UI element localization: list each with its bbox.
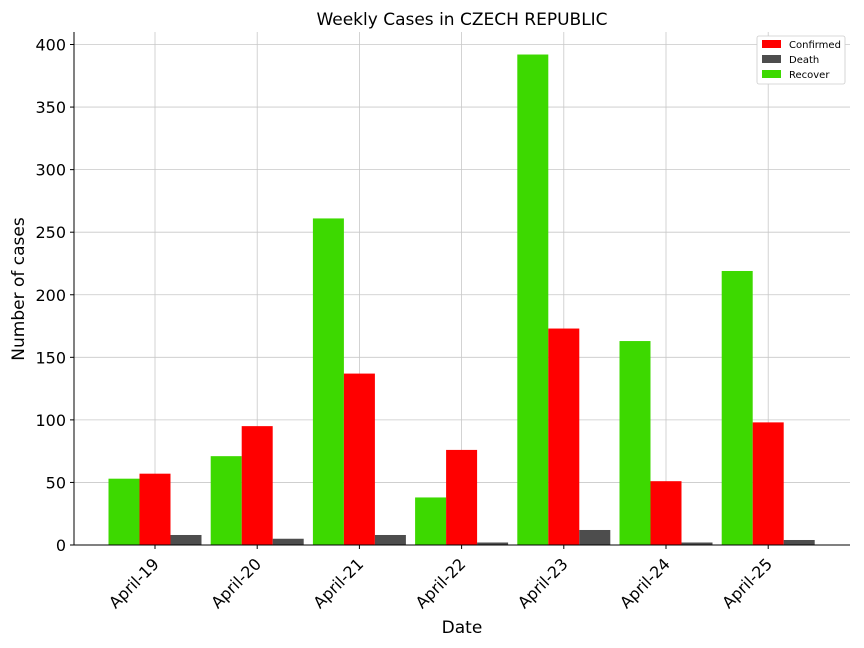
legend-swatch-death	[762, 55, 781, 63]
y-tick-label: 300	[35, 161, 66, 180]
bar-death-april-22	[477, 542, 509, 545]
bar-recover-april-23	[517, 54, 549, 546]
y-tick-label: 50	[46, 473, 66, 492]
y-tick-label: 150	[35, 348, 66, 367]
y-tick-label: 0	[56, 536, 66, 555]
x-tick-label: April-21	[309, 554, 367, 612]
bar-confirmed-april-22	[446, 449, 478, 545]
y-tick-label: 250	[35, 223, 66, 242]
bar-confirmed-april-20	[241, 426, 273, 545]
bar-recover-april-24	[619, 341, 651, 545]
y-tick-label: 100	[35, 411, 66, 430]
chart-title: Weekly Cases in CZECH REPUBLIC	[316, 10, 607, 30]
bar-recover-april-25	[721, 270, 753, 545]
y-axis-label: Number of cases	[9, 217, 29, 361]
legend-swatch-confirmed	[762, 40, 781, 48]
x-tick-label: April-20	[207, 554, 265, 612]
legend-label-confirmed: Confirmed	[789, 40, 841, 51]
bar-confirmed-april-25	[752, 422, 784, 545]
bar-recover-april-19	[108, 478, 140, 545]
x-axis-label: Date	[442, 618, 483, 638]
x-tick-label: April-24	[616, 554, 674, 612]
bars	[108, 54, 815, 546]
legend-label-recover: Recover	[789, 70, 830, 81]
y-tick-label: 350	[35, 98, 66, 117]
bar-confirmed-april-23	[548, 328, 580, 545]
bar-death-april-20	[272, 538, 304, 545]
x-tick-label: April-19	[105, 554, 163, 612]
bar-death-april-23	[579, 529, 611, 545]
legend: Confirmed Death Recover	[756, 35, 846, 85]
bar-death-april-19	[170, 534, 202, 545]
bar-death-april-21	[374, 534, 406, 545]
legend-swatch-recover	[762, 70, 781, 78]
bar-recover-april-21	[312, 218, 344, 545]
legend-label-death: Death	[789, 55, 819, 66]
x-tick-label: April-23	[514, 554, 572, 612]
bar-recover-april-20	[210, 456, 242, 545]
bar-death-april-25	[783, 539, 815, 545]
x-tick-label: April-25	[718, 554, 776, 612]
bar-recover-april-22	[415, 497, 447, 545]
bar-confirmed-april-21	[343, 373, 375, 545]
x-tick-label: April-22	[412, 554, 470, 612]
y-tick-label: 400	[35, 36, 66, 55]
bar-confirmed-april-24	[650, 481, 682, 545]
x-ticks: April-19 April-20 April-21 April-22 April-23…	[105, 545, 776, 612]
bar-confirmed-april-19	[139, 473, 171, 545]
bar-death-april-24	[681, 542, 713, 545]
y-ticks: 0 50 100 150 200 250 300 350 400	[35, 36, 74, 555]
y-tick-label: 200	[35, 286, 66, 305]
